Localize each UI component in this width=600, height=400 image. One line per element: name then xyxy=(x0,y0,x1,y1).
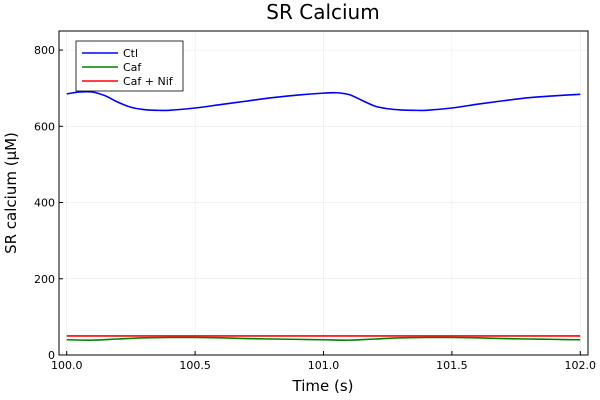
legend-label-caf-nif: Caf + Nif xyxy=(123,75,174,88)
y-tick-label: 400 xyxy=(34,197,55,210)
y-axis-title: SR calcium (µM) xyxy=(2,132,20,254)
x-tick-label: 100.5 xyxy=(179,359,211,372)
axis-ticks: 100.0 100.5 101.0 101.5 102.0 0 200 400 600 800 xyxy=(34,44,596,372)
legend-box xyxy=(75,40,184,92)
series-lines xyxy=(66,90,581,341)
x-tick-label: 102.0 xyxy=(565,359,597,372)
series-line-caf xyxy=(66,336,581,341)
x-axis-title: Time (s) xyxy=(292,377,354,395)
chart-title: SR Calcium xyxy=(266,0,379,24)
y-tick-label: 0 xyxy=(48,349,55,362)
y-tick-label: 800 xyxy=(34,44,55,57)
legend-label-ctl: Ctl xyxy=(123,47,138,60)
legend-label-caf: Caf xyxy=(123,61,142,74)
series-line-ctl xyxy=(66,90,581,112)
y-tick-label: 200 xyxy=(34,273,55,286)
x-tick-label: 101.5 xyxy=(436,359,468,372)
y-tick-label: 600 xyxy=(34,120,55,133)
x-tick-label: 101.0 xyxy=(308,359,340,372)
x-tick-label: 100.0 xyxy=(51,359,83,372)
